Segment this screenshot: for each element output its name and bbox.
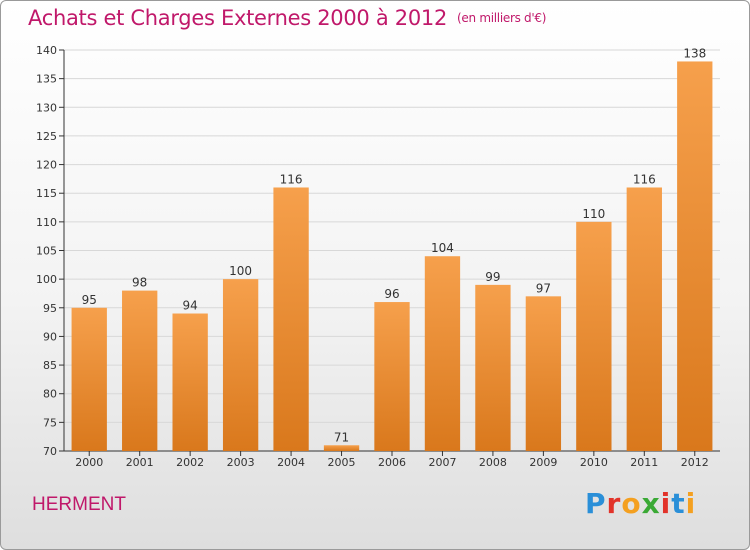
bar-2005 <box>323 445 360 451</box>
y-tick-label: 140 <box>36 44 57 57</box>
bar-2007 <box>424 256 461 451</box>
x-tick-label: 2000 <box>75 456 103 469</box>
y-tick-label: 70 <box>43 445 57 458</box>
bar-2003 <box>222 279 259 451</box>
x-tick-label: 2011 <box>630 456 658 469</box>
bar-2008 <box>475 284 511 451</box>
y-tick-label: 110 <box>36 216 57 229</box>
x-tick-label: 2002 <box>176 456 204 469</box>
data-label: 110 <box>582 207 605 221</box>
bar-2012 <box>677 61 713 451</box>
data-label: 98 <box>132 276 147 290</box>
bar-2004 <box>273 187 309 451</box>
y-tick-label: 80 <box>43 388 57 401</box>
y-tick-label: 100 <box>36 273 57 286</box>
bar-2002 <box>172 313 208 451</box>
x-tick-label: 2004 <box>277 456 305 469</box>
y-tick-label: 95 <box>43 302 57 315</box>
x-tick-label: 2005 <box>328 456 356 469</box>
bar-2011 <box>626 187 662 451</box>
y-tick-label: 75 <box>43 416 57 429</box>
data-label: 95 <box>82 293 97 307</box>
x-tick-label: 2012 <box>681 456 709 469</box>
y-tick-label: 120 <box>36 159 57 172</box>
data-label: 116 <box>633 172 656 186</box>
y-tick-label: 130 <box>36 101 57 114</box>
y-tick-label: 125 <box>36 130 57 143</box>
data-label: 100 <box>229 264 252 278</box>
y-tick-label: 105 <box>36 245 57 258</box>
x-tick-label: 2010 <box>580 456 608 469</box>
chart-title: Achats et Charges Externes 2000 à 2012 (e… <box>28 6 546 30</box>
data-label: 99 <box>485 270 500 284</box>
proxiti-logo: Proxiti <box>585 487 697 520</box>
data-label: 96 <box>384 287 399 301</box>
x-tick-label: 2001 <box>126 456 154 469</box>
bar-2010 <box>576 221 612 451</box>
x-tick-label: 2007 <box>428 456 456 469</box>
y-tick-label: 85 <box>43 359 57 372</box>
data-label: 71 <box>334 430 349 444</box>
x-tick-label: 2008 <box>479 456 507 469</box>
chart-title-text: Achats et Charges Externes 2000 à 2012 <box>28 6 448 30</box>
data-label: 116 <box>280 172 303 186</box>
chart-unit: (en milliers d'€) <box>457 11 547 25</box>
data-label: 94 <box>183 299 198 313</box>
bar-2009 <box>525 296 562 451</box>
bar-2000 <box>71 307 107 451</box>
y-tick-label: 90 <box>43 330 57 343</box>
bar-2006 <box>374 302 410 451</box>
data-label: 97 <box>536 281 551 295</box>
x-tick-label: 2009 <box>529 456 557 469</box>
x-tick-label: 2003 <box>227 456 255 469</box>
data-label: 138 <box>683 46 706 60</box>
y-tick-label: 135 <box>36 73 57 86</box>
data-label: 104 <box>431 241 454 255</box>
x-tick-label: 2006 <box>378 456 406 469</box>
bar-2001 <box>122 290 158 451</box>
commune-name: HERMENT <box>32 494 126 515</box>
y-tick-label: 115 <box>36 187 57 200</box>
